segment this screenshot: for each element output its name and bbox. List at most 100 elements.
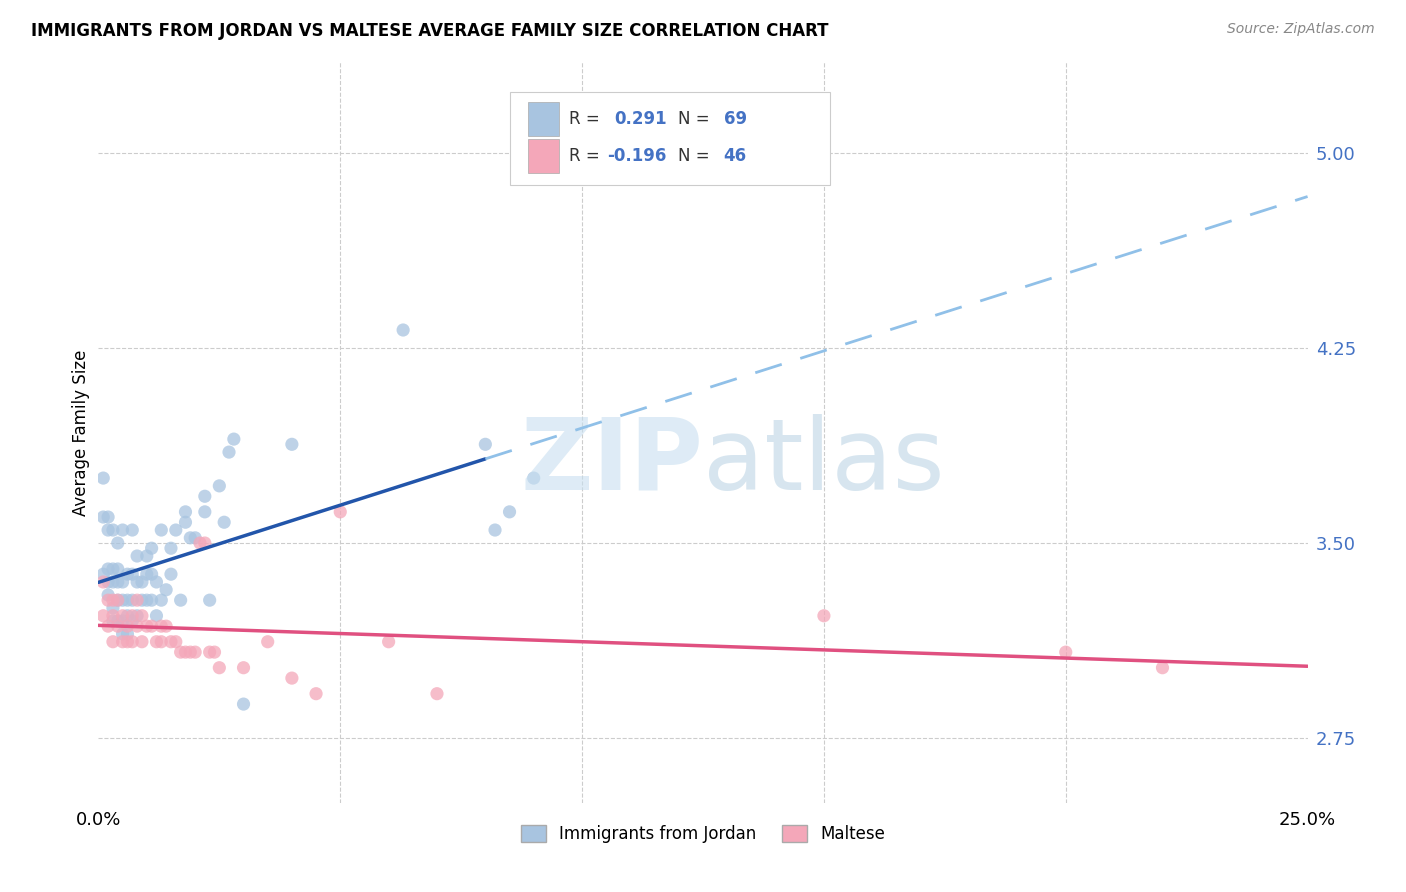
Legend: Immigrants from Jordan, Maltese: Immigrants from Jordan, Maltese [515, 819, 891, 850]
Point [107, 619, 129, 633]
Point [127, 549, 149, 563]
Point [107, 574, 129, 589]
Point [174, 515, 197, 529]
Point [135, 593, 157, 607]
Point [101, 523, 124, 537]
Point [484, 523, 506, 537]
Point [212, 515, 235, 529]
Point [474, 437, 496, 451]
Point [169, 645, 191, 659]
Point [329, 505, 352, 519]
Point [127, 608, 149, 623]
Point [145, 634, 167, 648]
Point [256, 634, 278, 648]
Point [107, 536, 129, 550]
Point [184, 645, 207, 659]
Point [97, 593, 120, 607]
Point [131, 574, 153, 589]
Point [135, 619, 157, 633]
Point [1054, 645, 1077, 659]
Point [101, 574, 124, 589]
Point [305, 687, 328, 701]
Point [121, 567, 143, 582]
Point [204, 645, 226, 659]
Point [141, 541, 163, 556]
Point [194, 536, 217, 550]
Point [174, 645, 197, 659]
Point [150, 593, 173, 607]
Point [127, 574, 149, 589]
Point [107, 593, 129, 607]
Text: ZIP: ZIP [520, 414, 703, 511]
Point [111, 608, 134, 623]
Point [91, 567, 114, 582]
Point [131, 634, 153, 648]
Point [127, 619, 149, 633]
Point [107, 593, 129, 607]
Point [179, 645, 201, 659]
Point [222, 432, 245, 446]
Point [97, 523, 120, 537]
Point [101, 634, 124, 648]
Point [145, 608, 167, 623]
Point [184, 531, 207, 545]
Point [392, 323, 415, 337]
Text: 46: 46 [724, 147, 747, 165]
Point [111, 574, 134, 589]
Point [117, 619, 139, 633]
Point [141, 593, 163, 607]
Point [121, 634, 143, 648]
Point [101, 593, 124, 607]
Point [169, 593, 191, 607]
Point [523, 471, 546, 485]
Point [91, 510, 114, 524]
Point [165, 634, 187, 648]
Text: N =: N = [678, 111, 714, 128]
Point [281, 671, 304, 685]
Point [813, 608, 835, 623]
Text: Source: ZipAtlas.com: Source: ZipAtlas.com [1227, 22, 1375, 37]
Point [426, 687, 449, 701]
FancyBboxPatch shape [509, 92, 830, 185]
Point [194, 505, 217, 519]
Point [198, 645, 221, 659]
Point [127, 593, 149, 607]
Point [111, 627, 134, 641]
Point [155, 619, 177, 633]
Text: atlas: atlas [703, 414, 945, 511]
Text: 69: 69 [724, 111, 747, 128]
Point [218, 445, 240, 459]
Point [97, 619, 120, 633]
Point [111, 634, 134, 648]
Point [91, 471, 114, 485]
Y-axis label: Average Family Size: Average Family Size [72, 350, 90, 516]
Point [377, 634, 399, 648]
Point [131, 608, 153, 623]
Point [121, 593, 143, 607]
FancyBboxPatch shape [527, 139, 560, 173]
Point [131, 593, 153, 607]
Point [281, 437, 304, 451]
Point [111, 593, 134, 607]
Point [111, 523, 134, 537]
Point [208, 661, 231, 675]
Point [232, 697, 254, 711]
Point [121, 614, 143, 628]
Point [135, 549, 157, 563]
FancyBboxPatch shape [527, 103, 560, 136]
Point [91, 608, 114, 623]
Point [155, 582, 177, 597]
Point [117, 627, 139, 641]
Point [107, 562, 129, 576]
Point [101, 614, 124, 628]
Point [174, 505, 197, 519]
Point [97, 574, 120, 589]
Point [160, 567, 183, 582]
Text: R =: R = [569, 111, 605, 128]
Point [117, 567, 139, 582]
Point [208, 479, 231, 493]
Point [97, 510, 120, 524]
Point [1152, 661, 1174, 675]
Point [97, 562, 120, 576]
Text: R =: R = [569, 147, 605, 165]
